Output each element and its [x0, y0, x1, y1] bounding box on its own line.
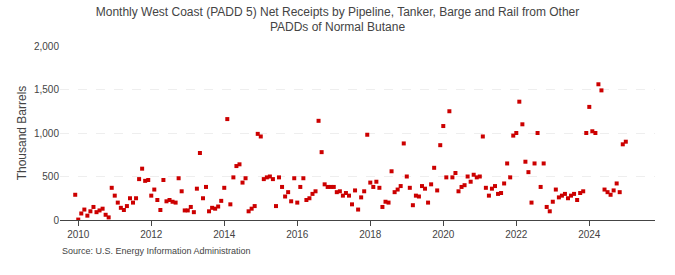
- svg-text:0: 0: [53, 215, 59, 226]
- svg-text:2024: 2024: [578, 229, 601, 240]
- svg-text:2020: 2020: [432, 229, 455, 240]
- svg-text:Source: U.S. Energy Informatio: Source: U.S. Energy Information Administ…: [62, 246, 251, 256]
- svg-text:1,500: 1,500: [34, 84, 59, 95]
- svg-text:1,000: 1,000: [34, 128, 59, 139]
- svg-text:2018: 2018: [359, 229, 382, 240]
- svg-text:2010: 2010: [67, 229, 90, 240]
- svg-text:2,000: 2,000: [34, 41, 59, 52]
- svg-text:2014: 2014: [213, 229, 236, 240]
- svg-text:Thousand Barrels: Thousand Barrels: [15, 86, 29, 181]
- svg-text:2022: 2022: [505, 229, 528, 240]
- svg-text:2012: 2012: [140, 229, 163, 240]
- svg-text:Monthly West Coast (PADD 5) Ne: Monthly West Coast (PADD 5) Net Receipts…: [96, 5, 580, 35]
- svg-text:500: 500: [42, 171, 59, 182]
- svg-text:2016: 2016: [286, 229, 309, 240]
